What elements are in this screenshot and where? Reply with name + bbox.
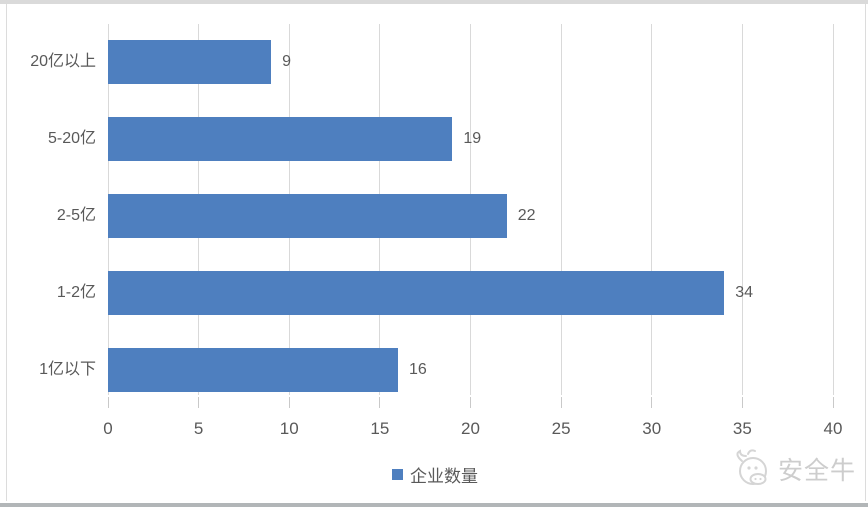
x-tick-label: 35	[732, 419, 752, 438]
axis-tick	[741, 397, 743, 408]
category-label: 1亿以下	[39, 361, 96, 378]
bar	[108, 40, 272, 84]
axis-tick	[198, 397, 200, 408]
category-label: 20亿以上	[30, 53, 96, 70]
gridline	[651, 24, 653, 395]
axis-tick	[288, 397, 290, 408]
x-tick-label: 10	[279, 419, 299, 438]
axis-tick	[107, 397, 109, 408]
bar	[108, 271, 725, 315]
axis-tick	[379, 397, 381, 408]
axis-tick	[560, 397, 562, 408]
axis-tick	[470, 397, 471, 408]
x-tick-label: 5	[193, 419, 204, 438]
bar	[108, 194, 507, 238]
x-tick-label: 30	[642, 419, 662, 438]
bar	[108, 117, 453, 161]
chart-frame-top	[0, 0, 868, 4]
legend-swatch-icon	[392, 469, 403, 480]
x-tick-label: 25	[551, 419, 571, 438]
gridline	[741, 24, 743, 395]
axis-tick	[651, 397, 653, 408]
x-tick-label: 40	[823, 419, 843, 438]
axis-tick	[832, 397, 834, 408]
category-label: 5-20亿	[47, 130, 96, 147]
category-label: 2-5亿	[56, 207, 96, 224]
value-label: 34	[735, 284, 754, 301]
x-tick-label: 0	[103, 419, 113, 438]
x-tick-label: 20	[461, 419, 480, 438]
category-label: 1-2亿	[56, 284, 96, 301]
watermark-text: 安全牛	[778, 456, 857, 485]
bar	[108, 348, 398, 392]
legend: 企业数量	[392, 462, 478, 487]
legend-label: 企业数量	[410, 467, 478, 486]
watermark: 安全牛	[727, 447, 856, 490]
value-label: 22	[517, 207, 536, 224]
chart-frame-left	[6, 4, 7, 501]
chart-frame-right	[865, 4, 866, 501]
x-tick-label: 15	[370, 419, 390, 438]
value-label: 9	[282, 53, 292, 70]
gridline	[560, 24, 562, 395]
bottom-border	[0, 503, 868, 507]
cow-mascot-icon	[736, 449, 767, 485]
gridline	[832, 24, 834, 395]
value-label: 16	[409, 361, 427, 378]
value-label: 19	[463, 130, 482, 147]
